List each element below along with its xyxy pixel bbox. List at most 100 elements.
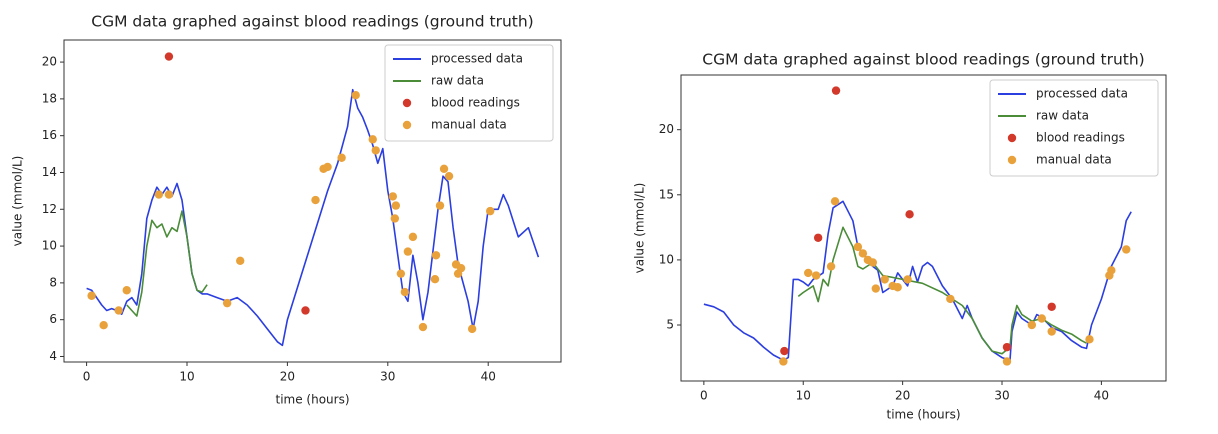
- data-point: [391, 201, 401, 210]
- data-point: [1107, 266, 1116, 275]
- y-tick-label: 15: [659, 187, 674, 201]
- data-point: [946, 294, 955, 304]
- x-tick-label: 0: [700, 389, 708, 403]
- data-point: [1027, 320, 1037, 330]
- data-point: [388, 192, 398, 201]
- data-point: [154, 190, 164, 199]
- data-point: [831, 86, 841, 95]
- x-axis-label: time (hours): [275, 393, 349, 407]
- x-tick-label: 10: [796, 389, 811, 403]
- data-point: [222, 298, 232, 308]
- data-line: [703, 200, 1132, 361]
- data-point: [396, 269, 406, 278]
- data-point: [418, 322, 428, 332]
- y-tick-label: 18: [42, 91, 57, 105]
- data-point: [400, 287, 410, 297]
- data-point: [1122, 245, 1131, 254]
- data-point: [893, 283, 902, 292]
- x-tick-label: 20: [280, 370, 295, 384]
- y-tick-label: 4: [49, 349, 57, 363]
- data-point: [301, 306, 310, 315]
- data-point: [435, 201, 445, 210]
- data-point: [122, 286, 131, 295]
- data-point: [323, 162, 332, 172]
- y-tick-label: 10: [659, 252, 674, 266]
- x-tick-label: 30: [380, 370, 395, 384]
- data-point: [853, 242, 863, 252]
- legend-label: processed data: [1036, 87, 1128, 101]
- legend-swatch: [402, 98, 412, 108]
- data-point: [1037, 314, 1046, 323]
- data-point: [456, 263, 466, 273]
- data-point: [408, 232, 418, 242]
- data-point: [903, 275, 912, 284]
- x-tick-label: 10: [179, 370, 194, 384]
- chart: CGM data graphed against blood readings …: [633, 51, 1167, 422]
- x-axis-label: time (hours): [886, 408, 960, 422]
- legend-swatch: [1007, 133, 1017, 143]
- data-point: [868, 258, 878, 267]
- data-point: [467, 324, 477, 334]
- data-point: [858, 249, 868, 258]
- legend-box: [384, 44, 554, 142]
- legend: processed data raw data blood readings manu…: [989, 79, 1159, 177]
- y-tick-label: 16: [42, 128, 57, 142]
- data-point: [371, 146, 380, 155]
- data-point: [236, 256, 245, 265]
- legend-label: processed data: [431, 52, 523, 66]
- chart-title: CGM data graphed against blood readings …: [91, 13, 533, 31]
- y-tick-label: 5: [666, 318, 674, 332]
- data-point: [439, 164, 449, 173]
- data-point: [830, 197, 840, 206]
- chart: CGM data graphed against blood readings …: [11, 13, 562, 407]
- data-point: [351, 91, 360, 100]
- data-line: [126, 210, 208, 317]
- legend-label: manual data: [1036, 153, 1112, 167]
- data-point: [1002, 357, 1012, 366]
- plot-frame: [680, 74, 1167, 382]
- legend-label: manual data: [431, 118, 507, 132]
- y-tick-label: 6: [49, 312, 57, 326]
- data-point: [337, 153, 346, 162]
- legend-label: blood readings: [431, 96, 520, 110]
- chart-title: CGM data graphed against blood readings …: [702, 51, 1144, 69]
- plot-frame: [63, 39, 562, 363]
- data-point: [1085, 335, 1094, 344]
- data-point: [99, 321, 108, 330]
- data-point: [1047, 327, 1056, 336]
- data-point: [368, 135, 377, 144]
- data-point: [804, 268, 813, 278]
- x-tick-label: 40: [1094, 389, 1109, 403]
- x-tick-label: 0: [83, 370, 91, 384]
- data-point: [444, 171, 454, 181]
- data-point: [826, 262, 836, 271]
- legend-swatch: [402, 120, 412, 130]
- data-line: [86, 88, 540, 347]
- y-tick-label: 8: [49, 275, 57, 289]
- x-tick-label: 20: [895, 389, 910, 403]
- x-tick-label: 30: [994, 389, 1009, 403]
- y-tick-label: 20: [659, 122, 674, 136]
- data-point: [1047, 302, 1056, 311]
- y-axis-label: value (mmol/L): [633, 183, 647, 274]
- data-point: [311, 195, 320, 205]
- data-point: [390, 214, 400, 223]
- x-tick-label: 40: [481, 370, 496, 384]
- data-line: [797, 226, 1087, 355]
- data-point: [811, 271, 821, 280]
- y-tick-label: 20: [42, 55, 57, 69]
- data-point: [1002, 342, 1012, 352]
- data-point: [779, 357, 788, 366]
- data-point: [813, 233, 823, 242]
- legend-label: raw data: [431, 74, 484, 88]
- data-point: [114, 306, 123, 315]
- legend-swatch: [1007, 155, 1017, 165]
- legend-label: raw data: [1036, 109, 1089, 123]
- legend-box: [989, 79, 1159, 177]
- y-tick-label: 14: [42, 165, 57, 179]
- data-point: [780, 346, 789, 356]
- data-point: [430, 275, 440, 284]
- data-point: [905, 210, 914, 219]
- data-point: [880, 275, 889, 284]
